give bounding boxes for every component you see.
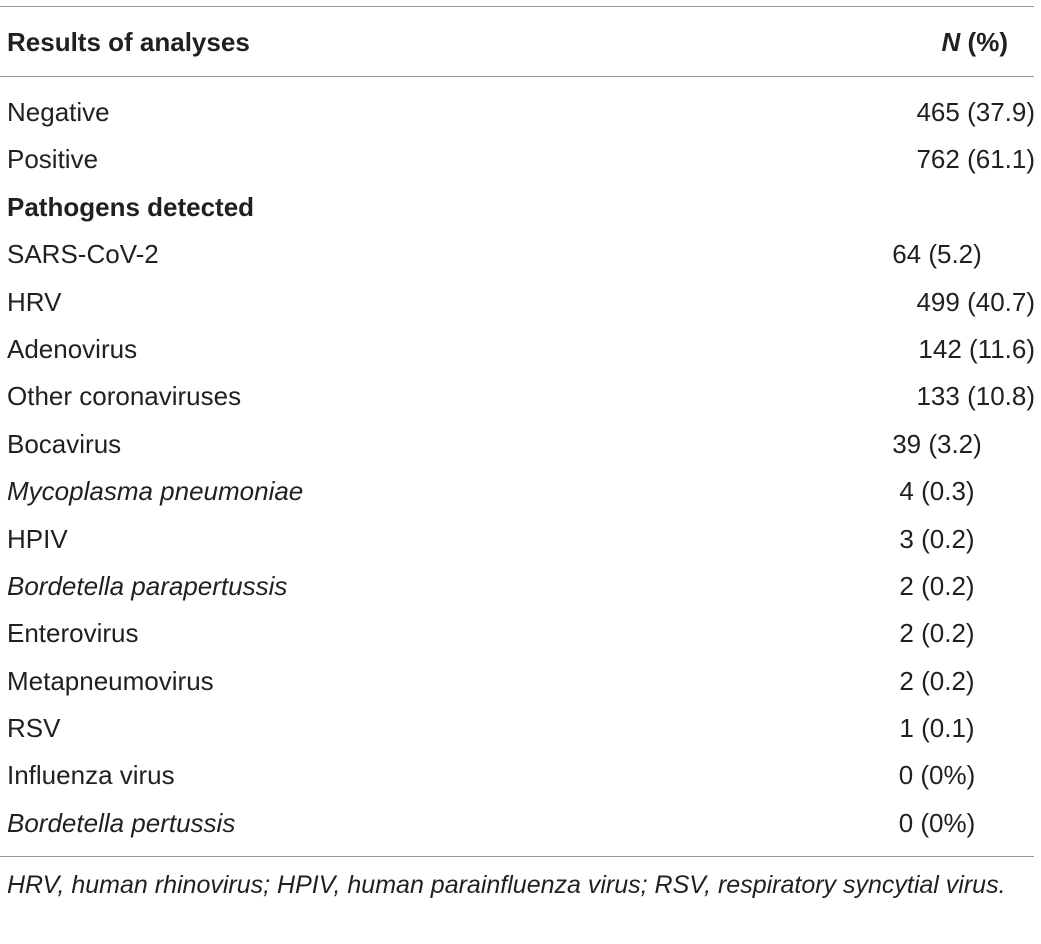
row-label: RSV [7,713,61,744]
row-value: 3 (0.2) [899,523,975,554]
row-value: 2 (0.2) [899,665,975,696]
row-label: Influenza virus [7,760,175,791]
row-label: HRV [7,286,62,317]
row-label: Adenovirus [7,333,138,364]
row-label: Bocavirus [7,428,122,459]
row-label: Enterovirus [7,618,139,649]
table-top-rule [0,6,1034,7]
row-label: Bordetella pertussis [7,807,236,838]
row-value: 1 (0.1) [899,713,975,744]
table-row: Bocavirus 39 (3.2) [0,422,1041,469]
table-row: Positive 762 (61.1) [0,137,1041,184]
header-n-italic: N [941,27,961,57]
row-label: Bordetella parapertussis [7,570,288,601]
row-value: 762 (61.1) [916,144,1035,175]
table-row: HRV 499 (40.7) [0,280,1041,327]
row-label: Pathogens detected [7,191,255,222]
table-row: Negative 465 (37.9) [0,90,1041,137]
row-value: 0 (0%) [898,760,976,791]
row-value: 499 (40.7) [916,286,1035,317]
table-row: HPIV 3 (0.2) [0,517,1041,564]
table-row: Influenza virus 0 (0%) [0,753,1041,800]
row-value: 2 (0.2) [899,570,975,601]
header-n-percent: N (%) [942,22,1008,62]
row-label: Mycoplasma pneumoniae [7,476,304,507]
table-header-rule [0,76,1034,77]
row-value: 2 (0.2) [899,618,975,649]
row-label: HPIV [7,523,68,554]
header-results-of-analyses: Results of analyses [7,27,250,57]
row-value: 4 (0.3) [899,476,975,507]
table-row: Bordetella pertussis 0 (0%) [0,801,1041,848]
table-row: Other coronaviruses 133 (10.8) [0,374,1041,421]
row-label: Metapneumovirus [7,665,214,696]
table-header-row: Results of analyses N (%) [0,22,1041,62]
table-row: RSV 1 (0.1) [0,706,1041,753]
section-heading-row: Pathogens detected [0,185,1041,232]
row-value: 64 (5.2) [892,239,982,270]
table-bottom-rule [0,856,1034,857]
table-row: Metapneumovirus 2 (0.2) [0,659,1041,706]
row-value: 142 (11.6) [918,333,1035,364]
table-row: Enterovirus 2 (0.2) [0,611,1041,658]
row-label: Positive [7,144,99,175]
row-value: 0 (0%) [898,807,976,838]
header-percent: (%) [960,27,1008,57]
row-label: Negative [7,97,110,127]
row-value: 465 (37.9) [916,97,1035,127]
table-footnote: HRV, human rhinovirus; HPIV, human parai… [7,871,1006,899]
table-row: Adenovirus 142 (11.6) [0,327,1041,374]
table-row: Bordetella parapertussis 2 (0.2) [0,564,1041,611]
table-row: SARS-CoV-2 64 (5.2) [0,232,1041,279]
row-label: Other coronaviruses [7,381,242,412]
row-label: SARS-CoV-2 [7,239,159,270]
table-body: Negative 465 (37.9) Positive 762 (61.1) Path… [0,90,1041,848]
row-value: 39 (3.2) [892,428,982,459]
table-row: Mycoplasma pneumoniae 4 (0.3) [0,469,1041,516]
row-value: 133 (10.8) [916,381,1035,412]
